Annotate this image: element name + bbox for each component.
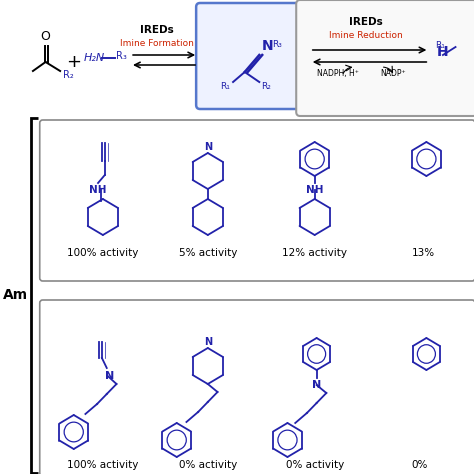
Text: N: N: [262, 39, 274, 53]
FancyBboxPatch shape: [40, 300, 474, 474]
FancyBboxPatch shape: [40, 120, 474, 281]
Text: 0% activity: 0% activity: [285, 460, 344, 470]
Text: 12% activity: 12% activity: [282, 248, 347, 258]
Text: NH: NH: [306, 185, 323, 195]
FancyBboxPatch shape: [296, 0, 474, 116]
Text: +: +: [66, 53, 81, 71]
Text: R₂: R₂: [261, 82, 271, 91]
Text: NADP⁺: NADP⁺: [381, 69, 406, 78]
Text: R₃: R₃: [116, 51, 127, 61]
Text: R₃: R₃: [272, 39, 282, 48]
Text: R₁: R₁: [220, 82, 230, 91]
Text: Imine Reduction: Imine Reduction: [329, 30, 403, 39]
Text: IREDs: IREDs: [140, 25, 174, 35]
Text: N: N: [312, 380, 321, 390]
Text: NH: NH: [89, 185, 107, 195]
Text: N: N: [105, 371, 114, 381]
Text: IREDs: IREDs: [349, 17, 383, 27]
Text: NADPH, H⁺: NADPH, H⁺: [317, 69, 358, 78]
Text: H₂N: H₂N: [83, 53, 105, 63]
Text: Am: Am: [3, 288, 28, 302]
Text: R₂: R₂: [63, 70, 74, 80]
Text: O: O: [41, 30, 51, 43]
Text: N: N: [204, 142, 212, 152]
Text: 0% activity: 0% activity: [179, 460, 237, 470]
Text: 0%: 0%: [412, 460, 428, 470]
Text: N: N: [204, 337, 212, 347]
Text: 5% activity: 5% activity: [179, 248, 237, 258]
Text: 100% activity: 100% activity: [67, 460, 138, 470]
Text: Imine Formation: Imine Formation: [120, 38, 194, 47]
Text: 100% activity: 100% activity: [67, 248, 138, 258]
Text: H: H: [437, 45, 449, 59]
Text: 13%: 13%: [412, 248, 435, 258]
FancyBboxPatch shape: [196, 3, 309, 109]
Text: R₁: R₁: [435, 40, 445, 49]
